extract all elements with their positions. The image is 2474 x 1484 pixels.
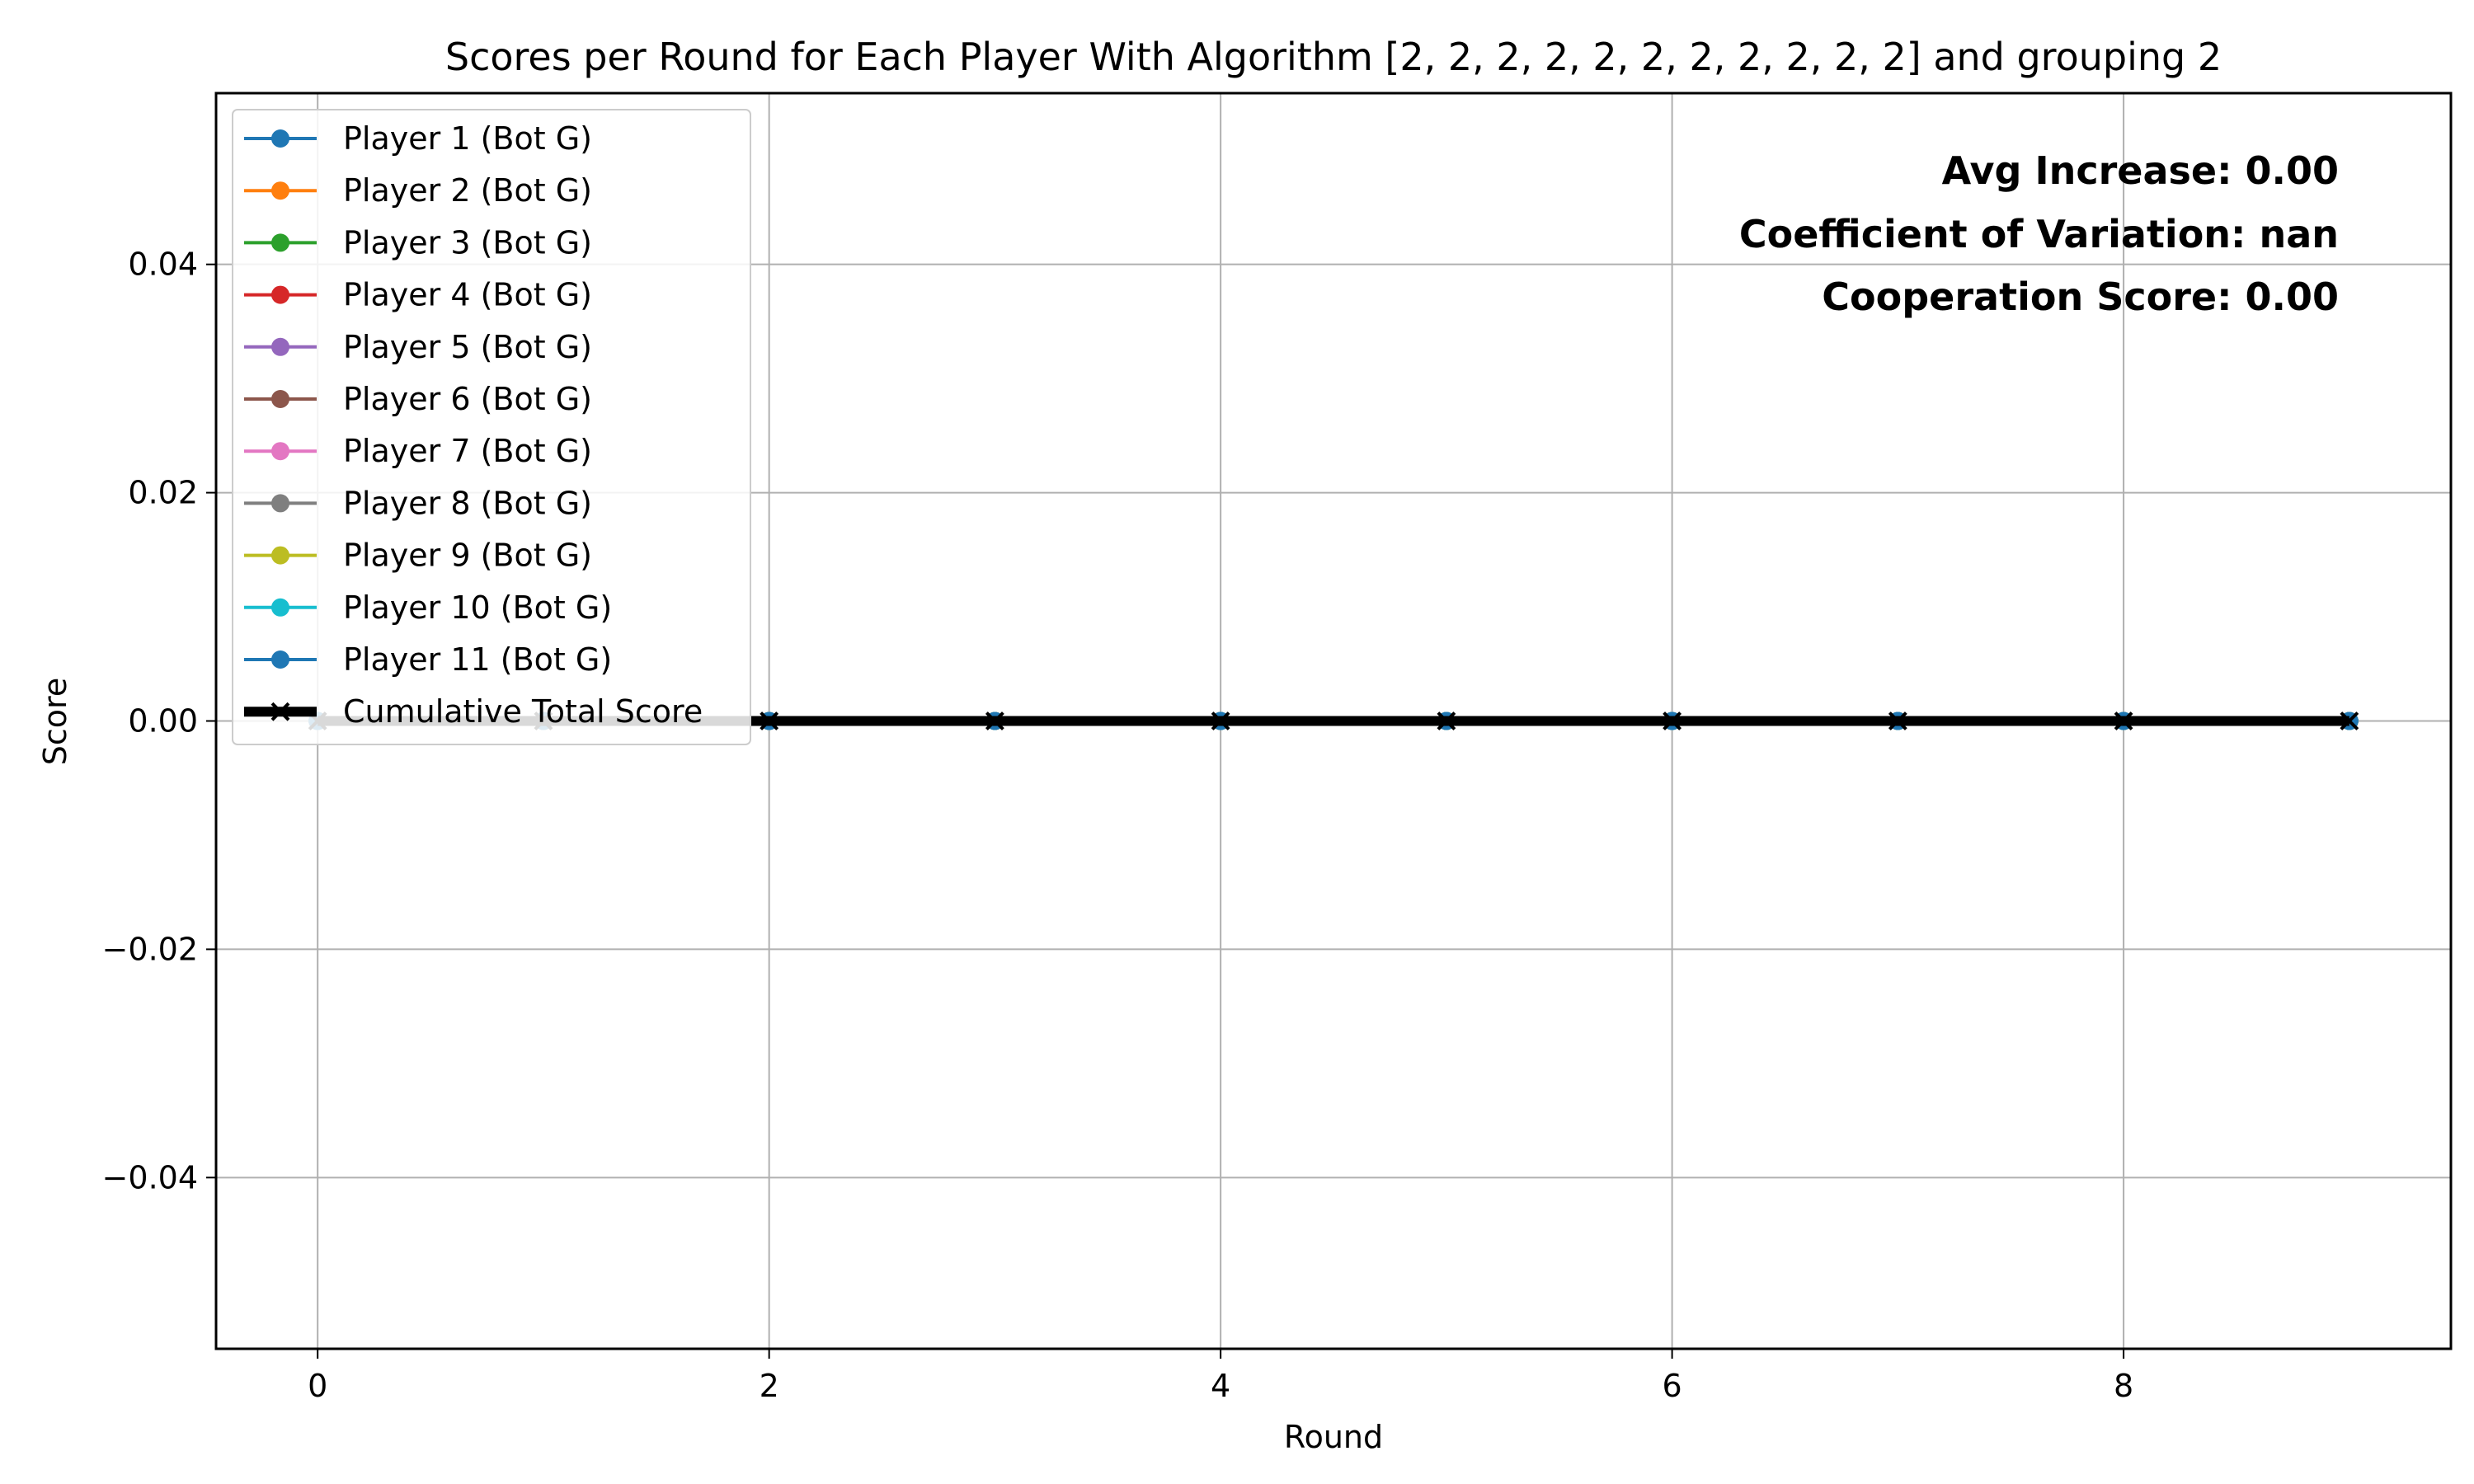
legend-item: Player 11 (Bot G) xyxy=(244,641,612,678)
legend-label: Player 5 (Bot G) xyxy=(343,329,592,365)
y-tick-label: 0.00 xyxy=(128,703,198,740)
x-marker-stroke xyxy=(2340,711,2359,730)
x-tick-label: 4 xyxy=(1211,1368,1230,1404)
stats-annotations: Avg Increase: 0.00 Coefficient of Variat… xyxy=(1739,148,2339,319)
legend-label: Player 6 (Bot G) xyxy=(343,381,592,417)
legend-marker xyxy=(271,285,289,304)
avg-increase-annotation: Avg Increase: 0.00 xyxy=(1942,148,2339,193)
legend-item: Player 9 (Bot G) xyxy=(244,538,592,574)
legend-marker xyxy=(271,494,289,513)
legend-label: Player 3 (Bot G) xyxy=(343,224,592,261)
x-tick-label: 6 xyxy=(1663,1368,1682,1404)
x-marker-stroke xyxy=(1211,711,1230,730)
legend-label: Player 4 (Bot G) xyxy=(343,277,592,313)
legend-item: Player 5 (Bot G) xyxy=(244,329,592,365)
legend-label: Player 8 (Bot G) xyxy=(343,485,592,521)
y-axis-label: Score xyxy=(37,678,73,765)
x-marker-stroke xyxy=(1888,711,1907,730)
legend-marker xyxy=(270,702,290,721)
legend-label: Player 10 (Bot G) xyxy=(343,589,612,626)
cooperation-score-annotation: Cooperation Score: 0.00 xyxy=(1822,275,2339,319)
data-point-x-marker xyxy=(1663,711,1682,730)
legend-label: Cumulative Total Score xyxy=(343,693,703,730)
y-tick-label: −0.02 xyxy=(102,931,198,967)
legend-box xyxy=(232,109,751,745)
legend-marker xyxy=(271,337,289,356)
coefficient-of-variation-annotation: Coefficient of Variation: nan xyxy=(1739,212,2339,256)
legend-marker xyxy=(271,598,289,617)
legend: Player 1 (Bot G) Player 2 (Bot G) Player 3… xyxy=(232,109,751,745)
x-marker-stroke xyxy=(1663,711,1682,730)
chart-title: Scores per Round for Each Player With Al… xyxy=(445,35,2222,79)
legend-marker xyxy=(271,233,289,252)
x-axis-label: Round xyxy=(1284,1419,1383,1455)
y-tick-label: 0.04 xyxy=(128,247,198,283)
legend-label: Player 2 (Bot G) xyxy=(343,172,592,209)
legend-marker xyxy=(271,129,289,148)
legend-label: Player 9 (Bot G) xyxy=(343,538,592,574)
data-point-x-marker xyxy=(2340,711,2359,730)
x-marker-stroke xyxy=(985,711,1004,730)
legend-item: Player 1 (Bot G) xyxy=(244,120,592,157)
x-tick-label: 8 xyxy=(2114,1368,2133,1404)
legend-marker xyxy=(271,181,289,200)
legend-item: Player 2 (Bot G) xyxy=(244,172,592,209)
legend-label: Player 11 (Bot G) xyxy=(343,641,612,678)
x-tick-label: 0 xyxy=(308,1368,327,1404)
legend-marker xyxy=(271,546,289,565)
x-ticks: 0 2 4 6 8 xyxy=(308,1349,2133,1404)
data-point-x-marker xyxy=(1888,711,1907,730)
data-point-x-marker xyxy=(2114,711,2133,730)
x-marker-stroke xyxy=(760,711,779,730)
y-tick-label: −0.04 xyxy=(102,1159,198,1195)
y-tick-label: 0.02 xyxy=(128,475,198,511)
data-point-x-marker xyxy=(1211,711,1230,730)
legend-item: Player 10 (Bot G) xyxy=(244,589,612,626)
legend-item: Cumulative Total Score xyxy=(244,693,703,730)
legend-item: Player 3 (Bot G) xyxy=(244,224,592,261)
legend-marker xyxy=(271,442,289,461)
x-marker-stroke xyxy=(1437,711,1456,730)
legend-label: Player 1 (Bot G) xyxy=(343,120,592,157)
legend-label: Player 7 (Bot G) xyxy=(343,433,592,469)
legend-item: Player 8 (Bot G) xyxy=(244,485,592,521)
legend-item: Player 4 (Bot G) xyxy=(244,277,592,313)
data-point-x-marker xyxy=(760,711,779,730)
legend-marker xyxy=(271,390,289,408)
data-point-x-marker xyxy=(985,711,1004,730)
x-tick-label: 2 xyxy=(760,1368,779,1404)
y-ticks: −0.04 −0.02 0.00 0.02 0.04 xyxy=(102,247,216,1195)
legend-marker xyxy=(271,650,289,669)
legend-item: Player 7 (Bot G) xyxy=(244,433,592,469)
legend-item: Player 6 (Bot G) xyxy=(244,381,592,417)
x-marker-stroke xyxy=(2114,711,2133,730)
data-point-x-marker xyxy=(1437,711,1456,730)
